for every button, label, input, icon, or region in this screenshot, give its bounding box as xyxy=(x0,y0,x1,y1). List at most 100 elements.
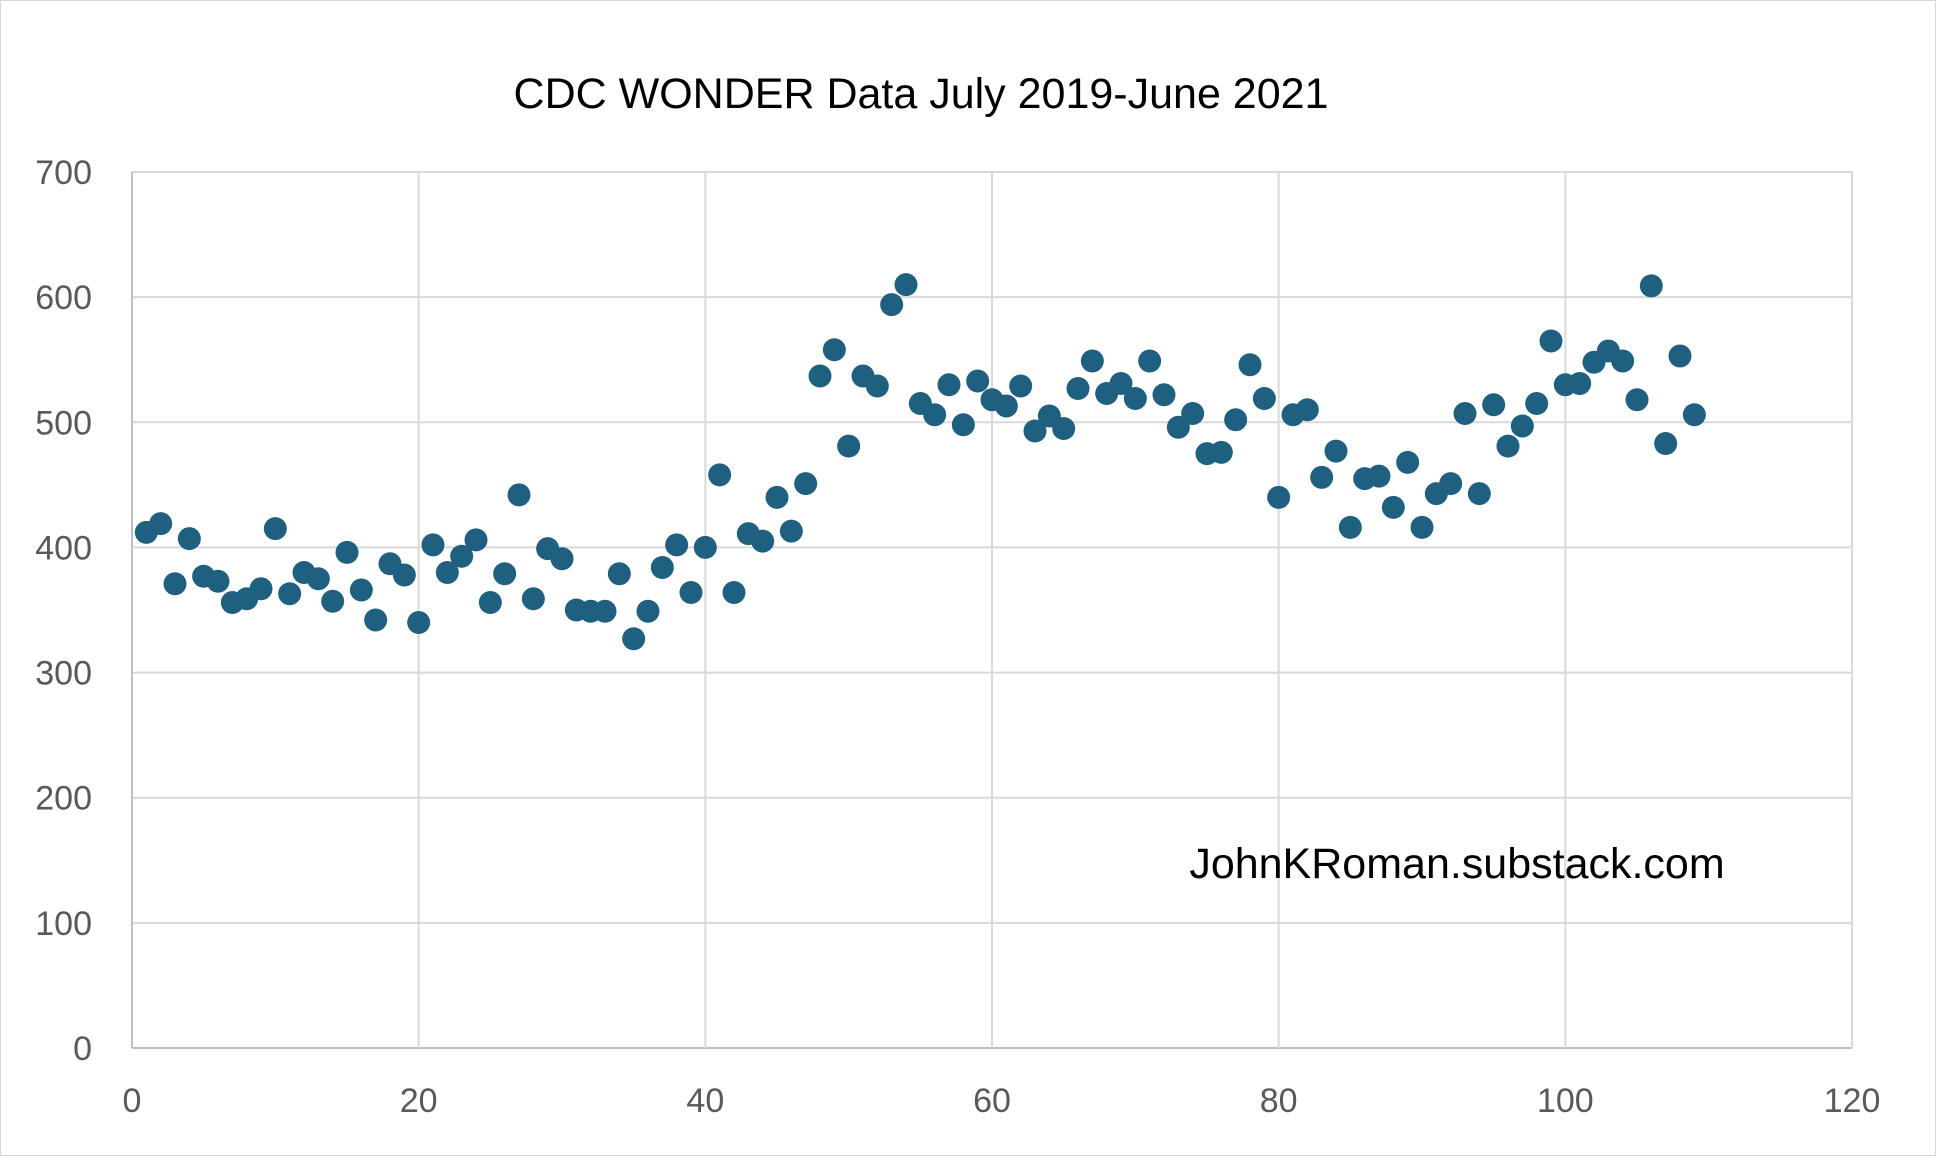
data-point xyxy=(306,567,330,591)
data-point xyxy=(163,572,187,596)
x-axis-ticks: 0 20 40 60 80 100 120 xyxy=(123,1082,1881,1120)
y-tick-label: 500 xyxy=(35,404,92,442)
data-point xyxy=(1367,464,1391,488)
data-point xyxy=(966,369,990,393)
data-point xyxy=(951,413,975,437)
data-point xyxy=(865,374,889,398)
data-point xyxy=(679,580,703,604)
data-point xyxy=(1009,374,1033,398)
data-point xyxy=(249,577,273,601)
data-point xyxy=(1066,376,1090,400)
data-points xyxy=(134,273,1706,651)
data-point xyxy=(751,529,775,553)
data-point xyxy=(894,273,918,297)
data-point xyxy=(349,578,373,602)
data-point xyxy=(407,611,431,635)
x-tick-label: 80 xyxy=(1260,1082,1298,1120)
data-point xyxy=(1539,329,1563,353)
data-point xyxy=(493,562,517,586)
data-point xyxy=(1654,432,1678,456)
y-tick-label: 300 xyxy=(35,655,92,693)
data-point xyxy=(1123,387,1147,411)
data-point xyxy=(507,483,531,507)
data-point xyxy=(1310,465,1334,489)
data-point xyxy=(1109,371,1133,395)
data-point xyxy=(278,582,302,606)
data-point xyxy=(665,533,689,557)
y-axis-ticks: 0 100 200 300 400 500 600 700 xyxy=(35,154,92,1068)
data-point xyxy=(1238,353,1262,377)
data-point xyxy=(464,528,488,552)
data-point xyxy=(521,587,545,611)
data-point xyxy=(1080,349,1104,373)
data-point xyxy=(335,540,359,564)
data-point xyxy=(1209,440,1233,464)
data-point xyxy=(1052,417,1076,441)
chart-title: CDC WONDER Data July 2019-June 2021 xyxy=(514,70,1329,118)
data-point xyxy=(693,535,717,559)
data-point xyxy=(177,527,201,551)
data-point xyxy=(392,563,416,587)
data-point xyxy=(1510,414,1534,438)
data-point xyxy=(837,434,861,458)
gridlines xyxy=(131,171,1853,1049)
data-point xyxy=(478,590,502,614)
data-point xyxy=(450,544,474,568)
data-point xyxy=(206,569,230,593)
data-point xyxy=(1396,450,1420,474)
x-tick-label: 120 xyxy=(1824,1082,1881,1120)
y-tick-label: 0 xyxy=(73,1030,92,1068)
data-point xyxy=(1023,419,1047,443)
y-tick-label: 100 xyxy=(35,905,92,943)
data-point xyxy=(923,403,947,427)
x-tick-label: 60 xyxy=(973,1082,1011,1120)
data-point xyxy=(1611,349,1635,373)
watermark-annotation: JohnKRoman.substack.com xyxy=(1189,840,1724,888)
data-point xyxy=(650,555,674,579)
data-point xyxy=(779,519,803,543)
data-point xyxy=(1338,515,1362,539)
y-tick-label: 400 xyxy=(35,529,92,567)
data-point xyxy=(1453,402,1477,426)
data-point xyxy=(808,364,832,388)
data-point xyxy=(1138,349,1162,373)
data-point xyxy=(622,627,646,651)
data-point xyxy=(1668,344,1692,368)
data-point xyxy=(263,517,287,541)
data-point xyxy=(1181,402,1205,426)
data-point xyxy=(149,512,173,536)
data-point xyxy=(1525,392,1549,416)
data-point xyxy=(794,472,818,496)
x-tick-label: 40 xyxy=(686,1082,724,1120)
x-tick-label: 20 xyxy=(400,1082,438,1120)
data-point xyxy=(593,599,617,623)
data-point xyxy=(822,338,846,362)
data-point xyxy=(1682,403,1706,427)
data-point xyxy=(1639,274,1663,298)
y-tick-label: 700 xyxy=(35,154,92,192)
y-tick-label: 600 xyxy=(35,279,92,317)
x-tick-label: 100 xyxy=(1537,1082,1594,1120)
data-point xyxy=(708,463,732,487)
data-point xyxy=(550,547,574,571)
data-point xyxy=(1496,434,1520,458)
data-point xyxy=(607,562,631,586)
y-tick-label: 200 xyxy=(35,780,92,818)
data-point xyxy=(1267,485,1291,509)
data-point xyxy=(1295,398,1319,422)
data-point xyxy=(1439,472,1463,496)
data-point xyxy=(1381,495,1405,519)
data-point xyxy=(1410,515,1434,539)
data-point xyxy=(636,599,660,623)
data-point xyxy=(1152,383,1176,407)
data-point xyxy=(722,580,746,604)
data-point xyxy=(1467,482,1491,506)
data-point xyxy=(1224,408,1248,432)
data-point xyxy=(1482,393,1506,417)
data-point xyxy=(1324,439,1348,463)
data-point xyxy=(421,533,445,557)
data-point xyxy=(1568,371,1592,395)
data-point xyxy=(765,485,789,509)
data-point xyxy=(1625,388,1649,412)
